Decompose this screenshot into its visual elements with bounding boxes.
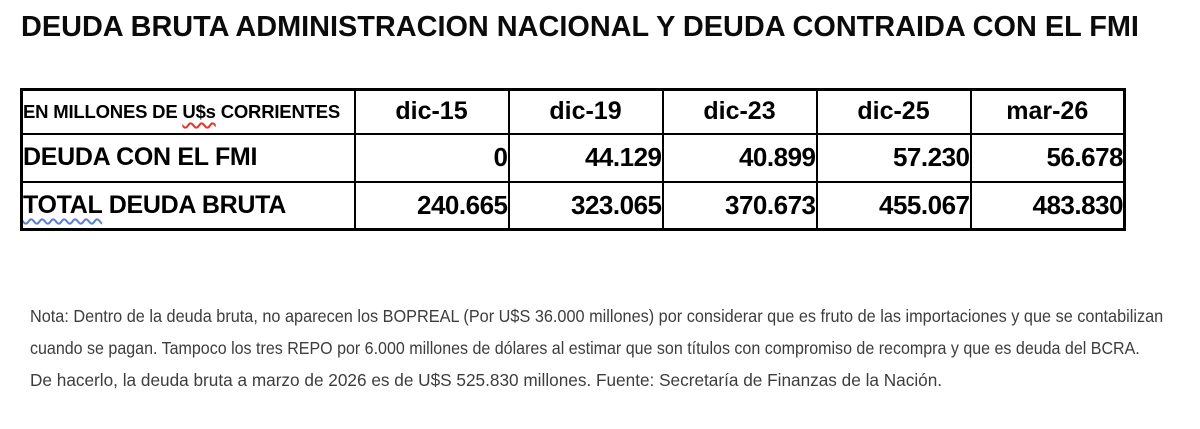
value-cell: 483.830	[969, 180, 1126, 231]
footnote: Nota: Dentro de la deuda bruta, no apare…	[30, 301, 1200, 397]
value-cell: 323.065	[507, 180, 664, 231]
page-title: DEUDA BRUTA ADMINISTRACION NACIONAL Y DE…	[21, 11, 1139, 43]
footnote-line: Nota: Dentro de la deuda bruta, no apare…	[30, 301, 1200, 333]
footnote-text: Nota: Dentro de la deuda bruta, no apare…	[30, 306, 1164, 326]
unit-label-cell: EN MILLONES DE U$s CORRIENTES	[20, 88, 356, 135]
unit-label-prefix: EN MILLONES DE	[23, 100, 183, 122]
value-cell: 455.067	[815, 180, 972, 231]
row-label: DEUDA CON EL FMI	[20, 132, 356, 183]
value-cell: 44.129	[507, 132, 664, 183]
table-header-row: EN MILLONES DE U$s CORRIENTES dic-15 dic…	[20, 88, 1126, 135]
debt-table: EN MILLONES DE U$s CORRIENTES dic-15 dic…	[20, 88, 1126, 231]
footnote-text: De hacerlo, la deuda bruta a marzo de 20…	[30, 370, 943, 390]
row-label-flagged-word: TOTAL	[23, 190, 103, 219]
column-header: dic-25	[815, 88, 972, 135]
column-header: dic-23	[661, 88, 818, 135]
value-cell: 0	[353, 132, 510, 183]
footnote-text: cuando se pagan. Tampoco los tres REPO p…	[30, 338, 1140, 358]
table-row-fmi-debt: DEUDA CON EL FMI 0 44.129 40.899 57.230 …	[20, 132, 1126, 183]
value-cell: 40.899	[661, 132, 818, 183]
footnote-line: De hacerlo, la deuda bruta a marzo de 20…	[30, 365, 1200, 397]
column-header: mar-26	[969, 88, 1126, 135]
column-header: dic-19	[507, 88, 664, 135]
footnote-line: cuando se pagan. Tampoco los tres REPO p…	[30, 333, 1200, 365]
column-header: dic-15	[353, 88, 510, 135]
value-cell: 57.230	[815, 132, 972, 183]
table-row-total-debt: TOTAL DEUDA BRUTA 240.665 323.065 370.67…	[20, 180, 1126, 231]
unit-label-suffix: CORRIENTES	[215, 100, 340, 122]
value-cell: 370.673	[661, 180, 818, 231]
unit-label-flagged-word: U$s	[182, 100, 216, 122]
value-cell: 56.678	[969, 132, 1126, 183]
row-label-rest: DEUDA BRUTA	[102, 190, 287, 219]
value-cell: 240.665	[353, 180, 510, 231]
row-label: TOTAL DEUDA BRUTA	[20, 180, 356, 231]
